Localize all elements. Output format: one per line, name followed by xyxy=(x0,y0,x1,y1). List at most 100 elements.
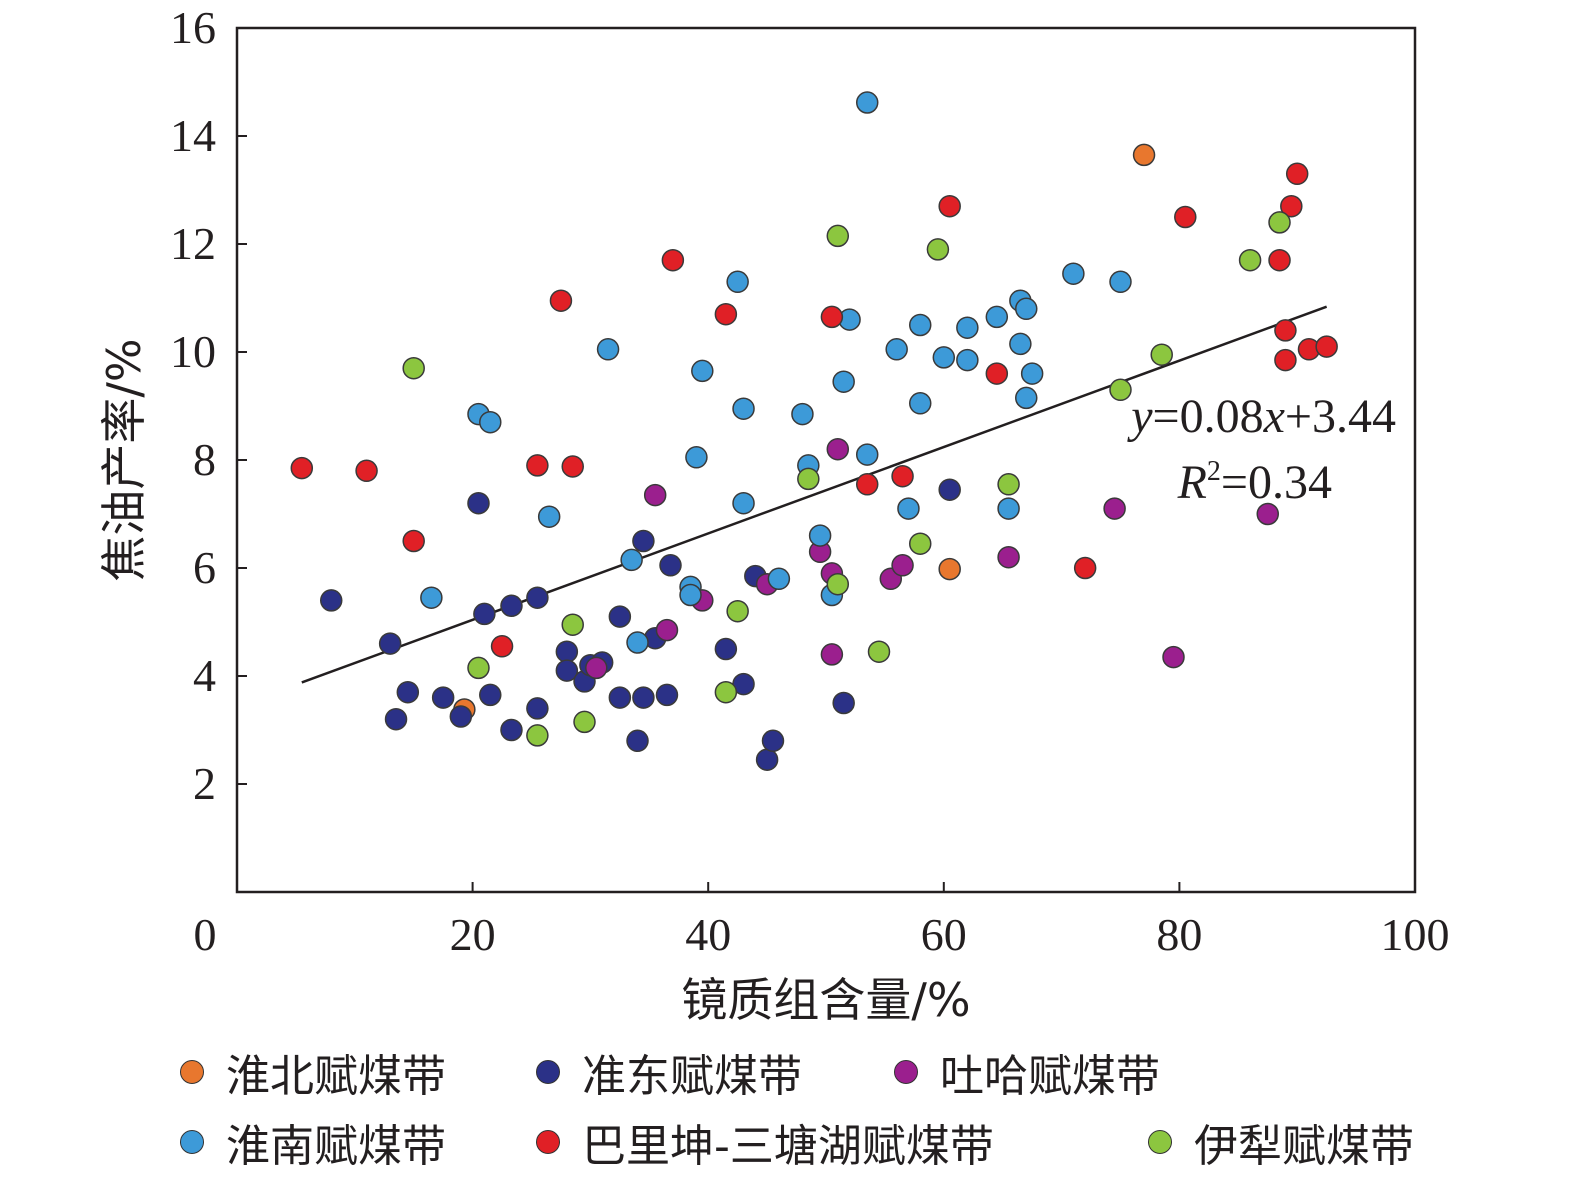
data-point xyxy=(402,529,425,553)
data-point xyxy=(855,443,879,466)
data-point xyxy=(956,316,979,339)
data-point xyxy=(1020,362,1044,385)
equation-intercept: +3.44 xyxy=(1285,390,1396,443)
data-point xyxy=(561,613,584,636)
data-point xyxy=(891,464,914,488)
data-point xyxy=(938,194,961,218)
data-point xyxy=(714,637,738,661)
data-point xyxy=(997,473,1020,496)
points-layer xyxy=(290,91,1338,771)
data-point xyxy=(1162,645,1185,669)
data-point xyxy=(885,338,908,361)
data-point xyxy=(655,618,679,642)
data-point xyxy=(1109,270,1132,294)
data-point xyxy=(526,586,549,609)
data-point xyxy=(467,491,490,515)
data-point xyxy=(1268,211,1291,234)
data-point xyxy=(691,359,714,383)
data-point xyxy=(467,656,490,680)
data-point xyxy=(479,410,502,434)
y-tick-label: 4 xyxy=(193,650,216,701)
y-tick-label: 16 xyxy=(170,2,216,53)
data-point xyxy=(1062,262,1085,285)
equation-y-var: y xyxy=(1126,390,1153,443)
data-point xyxy=(290,456,314,480)
data-point xyxy=(1009,332,1032,356)
data-point xyxy=(1132,143,1156,167)
x-axis-label: 镜质组含量/% xyxy=(681,973,970,1027)
data-point xyxy=(355,459,378,483)
data-point xyxy=(1268,248,1291,272)
data-point xyxy=(997,545,1020,569)
x-tick-label: 100 xyxy=(1381,909,1450,960)
data-point xyxy=(938,557,961,581)
data-point xyxy=(1315,335,1338,358)
data-point xyxy=(679,583,702,607)
data-point xyxy=(1150,343,1173,366)
data-point xyxy=(908,392,932,415)
r-squared-value: =0.34 xyxy=(1221,456,1332,509)
data-point xyxy=(732,397,755,420)
data-point xyxy=(1280,194,1303,218)
data-point xyxy=(632,686,655,709)
data-point xyxy=(808,524,832,547)
series-3 xyxy=(420,91,1132,654)
data-point xyxy=(797,467,820,491)
data-point xyxy=(1174,205,1197,229)
data-point xyxy=(985,362,1009,385)
y-tick-label: 2 xyxy=(193,758,216,809)
data-point xyxy=(832,370,855,393)
data-point xyxy=(820,305,844,329)
data-point xyxy=(500,594,523,618)
r-squared-symbol: R xyxy=(1177,456,1207,509)
series-5 xyxy=(402,211,1291,747)
trendline-layer xyxy=(301,305,1328,684)
data-point xyxy=(1274,348,1297,372)
data-point xyxy=(726,599,749,623)
data-point xyxy=(761,729,785,753)
axes: 0 20 40 60 80 100 2 4 6 8 10 12 14 16 xyxy=(170,2,1450,960)
data-point xyxy=(585,656,608,680)
data-point xyxy=(956,348,979,372)
data-point xyxy=(855,473,879,496)
data-point xyxy=(537,505,561,528)
data-point xyxy=(867,640,891,663)
data-point xyxy=(714,302,738,326)
data-point xyxy=(1015,386,1038,410)
data-point xyxy=(626,631,649,654)
series-1 xyxy=(319,478,961,771)
data-point xyxy=(490,635,514,658)
data-point xyxy=(997,497,1020,520)
data-point xyxy=(1073,556,1097,580)
data-point xyxy=(420,586,443,609)
data-point xyxy=(855,91,879,114)
data-point xyxy=(620,548,643,572)
y-tick-label: 8 xyxy=(193,434,216,485)
x-tick-label: 20 xyxy=(450,909,496,960)
data-point xyxy=(908,532,932,555)
data-point xyxy=(826,437,850,461)
data-point xyxy=(714,680,738,704)
data-point xyxy=(449,705,473,728)
data-point xyxy=(526,697,549,720)
data-point xyxy=(555,640,579,663)
labels-layer: 镜质组含量/% 焦油产率/% y=0.08x+3.44 R2=0.34 xyxy=(97,338,1396,1027)
data-point xyxy=(500,718,523,742)
series-4 xyxy=(290,162,1338,658)
data-point xyxy=(378,632,402,655)
data-point xyxy=(1103,497,1126,520)
data-point xyxy=(1238,248,1262,272)
data-point xyxy=(596,338,620,361)
data-point xyxy=(685,446,708,469)
data-point xyxy=(891,554,914,577)
data-point xyxy=(479,683,502,707)
data-point xyxy=(473,602,496,626)
data-point xyxy=(643,483,667,507)
data-point xyxy=(659,554,682,577)
r-squared-superscript: 2 xyxy=(1207,456,1221,487)
data-point xyxy=(926,238,950,261)
data-point xyxy=(985,305,1009,329)
equation-coef: =0.08 xyxy=(1153,390,1264,443)
x-tick-label: 60 xyxy=(921,909,967,960)
